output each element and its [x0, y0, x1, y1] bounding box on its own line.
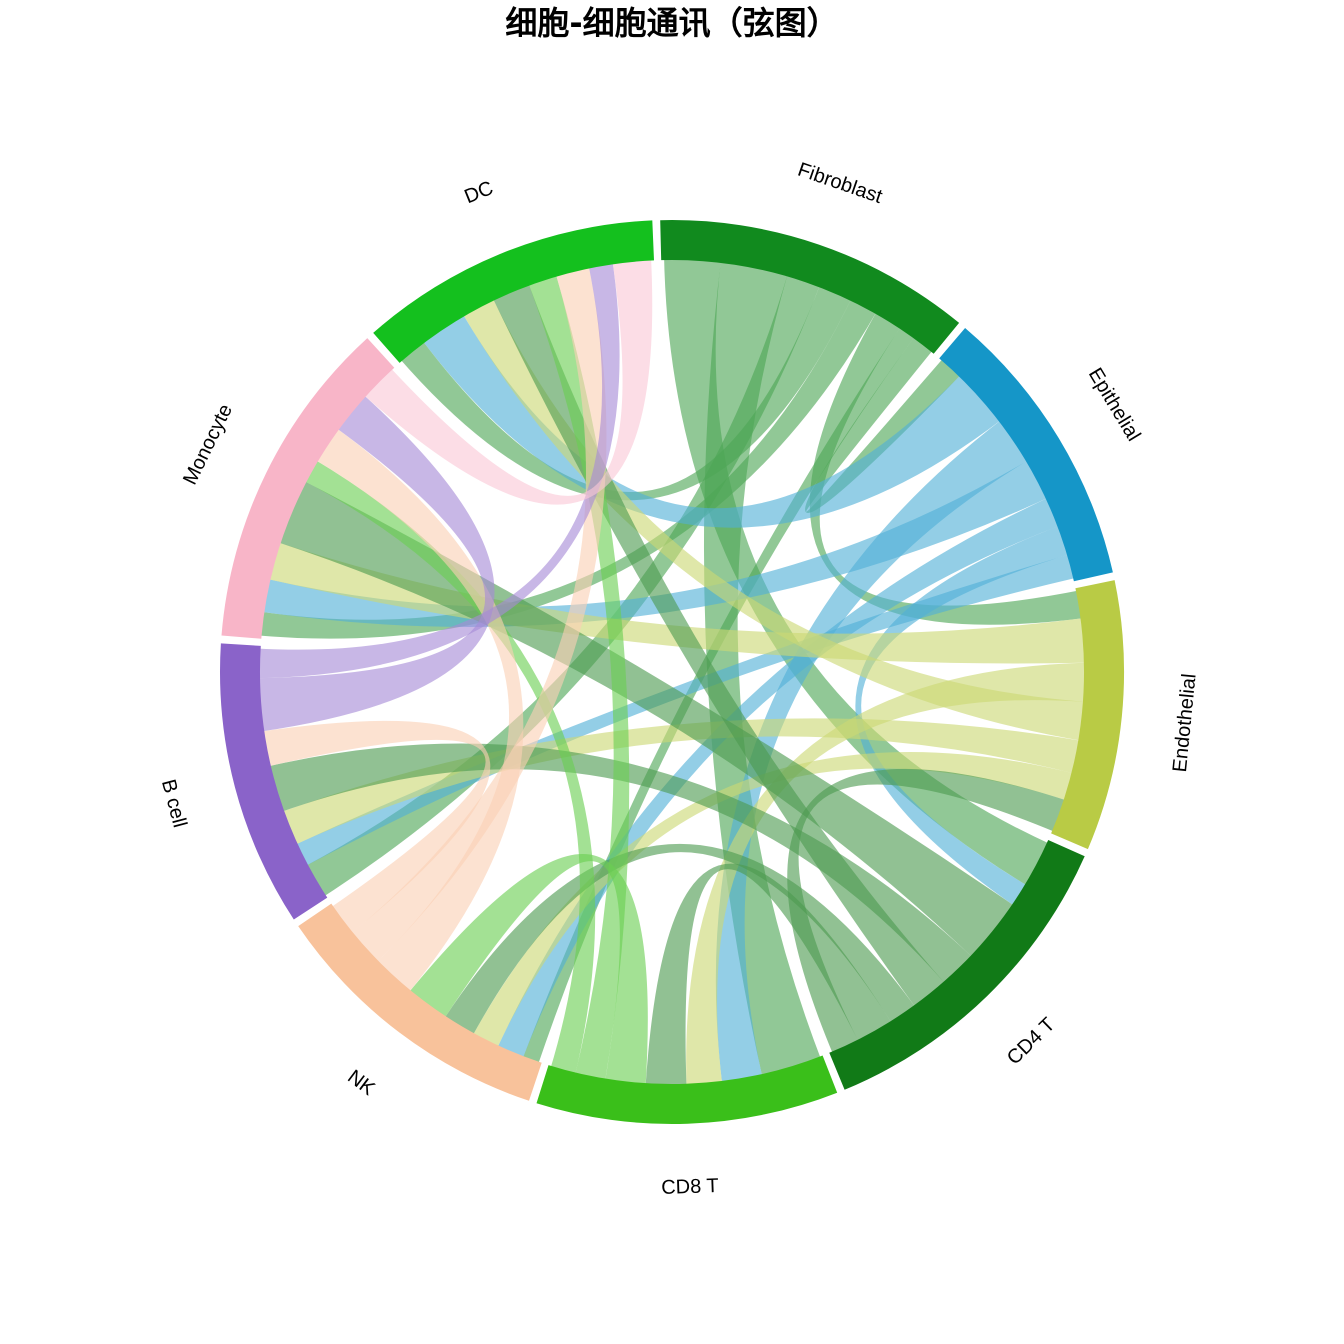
sector-arc-epithelial [939, 328, 1113, 582]
sector-arc-cd8-t [536, 1055, 838, 1124]
link-cd8-t-to-monocyte [301, 458, 596, 1079]
link-epithelial-to-b-cell [292, 553, 1080, 868]
link-cd8-t-to-dc [527, 270, 630, 1085]
sector-label-monocyte: Monocyte [179, 401, 237, 489]
link-endothelial-to-b-cell [278, 718, 1085, 847]
sector-label-endothelial: Endothelial [1169, 673, 1201, 774]
link-nk-to-dc [348, 262, 607, 965]
sector-label-cd4-t: CD4 T [1003, 1014, 1060, 1070]
sector-label-fibroblast: Fibroblast [795, 159, 886, 209]
link-fibroblast-to-b-cell [302, 270, 822, 899]
chord-links [253, 254, 1091, 1090]
link-cd4-t-to-cd8-t [645, 863, 894, 1090]
link-monocyte-to-dc [361, 254, 653, 505]
link-fibroblast-to-nk [521, 323, 917, 1068]
sector-arc-b-cell [219, 643, 328, 920]
link-cd4-t-to-dc [491, 279, 948, 1011]
sector-arc-dc [373, 220, 654, 363]
link-endothelial-to-nk [471, 751, 1078, 1051]
sector-arc-endothelial [1051, 580, 1125, 850]
link-cd4-t-to-monocyte [274, 479, 1018, 960]
link-epithelial-to-monocyte [258, 458, 1052, 627]
sector-arc-monocyte [221, 338, 395, 639]
link-fibroblast-to-cd4-t [664, 254, 1053, 888]
sector-arc-nk [298, 903, 542, 1101]
link-epithelial-to-dc [420, 311, 1004, 528]
link-b-cell-to-monocyte [254, 392, 495, 732]
link-fibroblast-to-monocyte [255, 295, 879, 639]
sector-label-nk: NK [343, 1066, 379, 1101]
link-cd4-t-to-endothelial [787, 768, 1070, 1058]
link-nk-to-b-cell [258, 720, 491, 936]
sector-label-dc: DC [461, 177, 496, 208]
link-fibroblast-to-dc [397, 281, 853, 501]
link-endothelial-to-dc [461, 295, 1089, 742]
sector-arc-fibroblast [660, 220, 960, 354]
sector-label-b-cell: B cell [157, 777, 191, 830]
link-cd8-t-to-nk [406, 854, 648, 1090]
chart-title: 细胞-细胞通讯（弦图） [505, 4, 839, 42]
sector-label-epithelial: Epithelial [1084, 364, 1145, 445]
sector-label-cd8-t: CD8 T [661, 1175, 719, 1199]
sector-arc-cd4-t [829, 840, 1085, 1090]
